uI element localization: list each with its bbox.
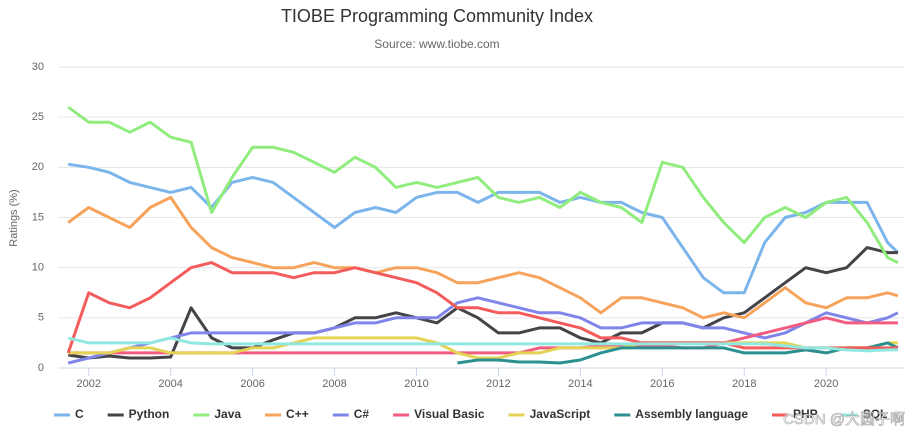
y-tick-label: 5 bbox=[38, 312, 44, 324]
y-tick-label: 0 bbox=[38, 362, 44, 374]
legend-label: Java bbox=[214, 407, 241, 421]
chart-subtitle: Source: www.tiobe.com bbox=[374, 37, 499, 51]
x-tick-label: 2004 bbox=[158, 378, 182, 390]
y-tick-label: 20 bbox=[32, 161, 44, 173]
legend-label: Visual Basic bbox=[414, 407, 485, 421]
x-tick-label: 2008 bbox=[322, 378, 346, 390]
series-line bbox=[457, 341, 899, 365]
y-axis-label: Ratings (%) bbox=[8, 189, 20, 246]
x-tick-label: 2018 bbox=[732, 378, 756, 390]
legend-label: SQL bbox=[863, 407, 888, 421]
legend-label: PHP bbox=[793, 407, 818, 421]
series-line bbox=[66, 261, 898, 354]
legend-label: C# bbox=[354, 407, 370, 421]
legend-label: JavaScript bbox=[530, 407, 591, 421]
legend-label: Assembly language bbox=[635, 407, 748, 421]
series-line bbox=[67, 336, 898, 353]
x-tick-label: 2020 bbox=[814, 378, 838, 390]
series-line bbox=[67, 105, 899, 264]
series-line bbox=[67, 296, 899, 365]
x-tick-label: 2016 bbox=[650, 378, 674, 390]
watermark: CSDN @大圆子啊 bbox=[783, 411, 905, 428]
y-tick-label: 15 bbox=[32, 211, 44, 223]
series-line bbox=[67, 195, 899, 320]
legend-label: C++ bbox=[286, 407, 309, 421]
legend-label: Python bbox=[129, 407, 170, 421]
x-tick-label: 2010 bbox=[404, 378, 428, 390]
x-tick-label: 2014 bbox=[568, 378, 592, 390]
x-tick-label: 2002 bbox=[76, 378, 100, 390]
legend-label: C bbox=[75, 407, 84, 421]
y-tick-label: 30 bbox=[32, 61, 44, 73]
x-tick-label: 2006 bbox=[240, 378, 264, 390]
y-tick-label: 25 bbox=[32, 111, 44, 123]
x-tick-label: 2012 bbox=[486, 378, 510, 390]
y-tick-label: 10 bbox=[32, 262, 44, 274]
chart-title: TIOBE Programming Community Index bbox=[281, 6, 593, 26]
